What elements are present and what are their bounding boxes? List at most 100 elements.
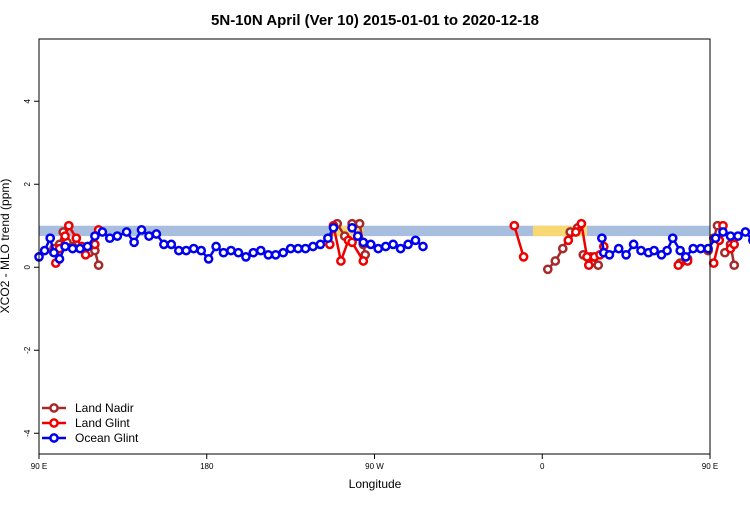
x-tick-label: 0	[540, 462, 545, 471]
ocean-glint-point	[680, 252, 691, 262]
ocean-glint-point	[667, 233, 678, 244]
land-nadir-point	[354, 218, 365, 229]
ocean-glint-point	[740, 227, 750, 237]
ocean-glint-point	[129, 237, 139, 248]
y-tick-label: 4	[23, 98, 32, 103]
land-glint-point	[570, 227, 581, 237]
ocean-glint-point	[196, 245, 207, 256]
ocean-glint-point	[248, 247, 259, 258]
land-glint-point	[358, 256, 369, 266]
ocean-glint-point	[308, 241, 318, 252]
series-layer	[34, 218, 750, 275]
ocean-glint-point	[60, 241, 70, 252]
land-nadir-point	[550, 256, 561, 266]
x-axis: 90 E 180 90 W 0 90 E	[31, 454, 718, 471]
ocean-glint-point	[104, 233, 115, 244]
x-axis-label: Longitude	[349, 477, 402, 491]
legend-item-ocean-glint: Ocean Glint	[42, 431, 139, 445]
chart-title: 5N-10N April (Ver 10) 2015-01-01 to 2020…	[211, 12, 539, 29]
ocean-glint-point	[136, 225, 147, 235]
ocean-glint-point	[675, 245, 686, 256]
land-glint-point	[509, 220, 520, 231]
ocean-glint-point	[403, 239, 413, 250]
y-tick-label: -4	[23, 429, 32, 437]
x-tick-label: 90 W	[365, 462, 384, 471]
ocean-glint-point	[203, 254, 214, 264]
ocean-glint-point	[112, 231, 123, 241]
ocean-glint-point	[218, 247, 229, 258]
ocean-glint-point	[151, 229, 162, 239]
ocean-glint-point	[352, 231, 363, 241]
land-glint-point	[563, 235, 574, 246]
ocean-glint-point	[39, 245, 50, 256]
ocean-glint-point	[347, 222, 357, 233]
ocean-glint-point	[54, 254, 65, 264]
ocean-glint-point	[67, 243, 78, 254]
legend-swatch-marker	[49, 418, 59, 428]
ocean-glint-point	[173, 245, 184, 256]
land-glint-point	[518, 252, 529, 262]
ocean-glint-point	[621, 249, 631, 260]
x-tick-label: 90 E	[31, 462, 47, 471]
x-tick-label: 180	[200, 462, 214, 471]
ocean-glint-point	[49, 247, 59, 258]
ocean-glint-point	[688, 243, 699, 254]
legend-label: Land Glint	[75, 416, 130, 430]
legend-label: Land Nadir	[75, 401, 134, 415]
ocean-glint-point	[166, 239, 177, 250]
ocean-glint-point	[733, 231, 743, 241]
land-glint-point	[582, 252, 592, 262]
ocean-glint-point	[144, 231, 154, 241]
ocean-glint-point	[121, 227, 132, 237]
y-tick-label: 0	[23, 264, 32, 269]
ocean-glint-point	[718, 227, 728, 237]
ocean-glint-point	[233, 247, 244, 258]
ocean-glint-point	[710, 233, 721, 244]
ocean-glint-point	[604, 249, 615, 260]
ocean-glint-point	[75, 243, 85, 254]
land-glint-point	[583, 260, 594, 271]
land-glint-point	[673, 260, 684, 271]
reference-bands	[39, 225, 710, 237]
legend-label: Ocean Glint	[75, 431, 139, 445]
land-nadir-point	[557, 243, 568, 254]
land-glint-point	[336, 256, 346, 266]
ocean-glint-point	[358, 237, 369, 248]
y-tick-label: -2	[23, 346, 32, 354]
ocean-glint-point	[388, 239, 398, 250]
ocean-glint-point	[636, 245, 646, 256]
legend-swatch-marker	[49, 433, 59, 443]
reference-band-1	[331, 225, 364, 237]
ocean-glint-point	[703, 243, 713, 254]
land-glint-point	[71, 233, 82, 244]
ocean-glint-point	[380, 241, 391, 252]
land-nadir-point	[729, 260, 740, 271]
legend-swatch-marker	[49, 403, 59, 413]
land-nadir-point	[542, 264, 553, 275]
land-glint-point	[63, 220, 74, 231]
ocean-glint-point	[662, 245, 672, 256]
ocean-glint-point	[323, 233, 333, 244]
reference-band-2	[532, 225, 587, 237]
ocean-glint-point	[613, 243, 624, 254]
ocean-glint-point	[725, 231, 736, 241]
ocean-glint-point	[181, 245, 192, 256]
ocean-glint-point	[695, 243, 706, 254]
x-tick-label: 90 E	[702, 462, 718, 471]
ocean-glint-point	[241, 252, 251, 262]
ocean-glint-point	[159, 239, 169, 250]
land-nadir-point	[93, 260, 104, 271]
land-nadir-point	[593, 260, 604, 271]
ocean-glint-point	[328, 222, 339, 233]
ocean-glint-point	[300, 243, 311, 254]
ocean-glint-point	[285, 243, 296, 254]
legend-item-land-glint: Land Glint	[42, 416, 130, 430]
ocean-glint-point	[395, 243, 406, 254]
land-glint-point	[729, 239, 740, 250]
land-glint-point	[80, 249, 91, 260]
ocean-glint-point	[270, 249, 281, 260]
ocean-glint-point	[263, 249, 274, 260]
